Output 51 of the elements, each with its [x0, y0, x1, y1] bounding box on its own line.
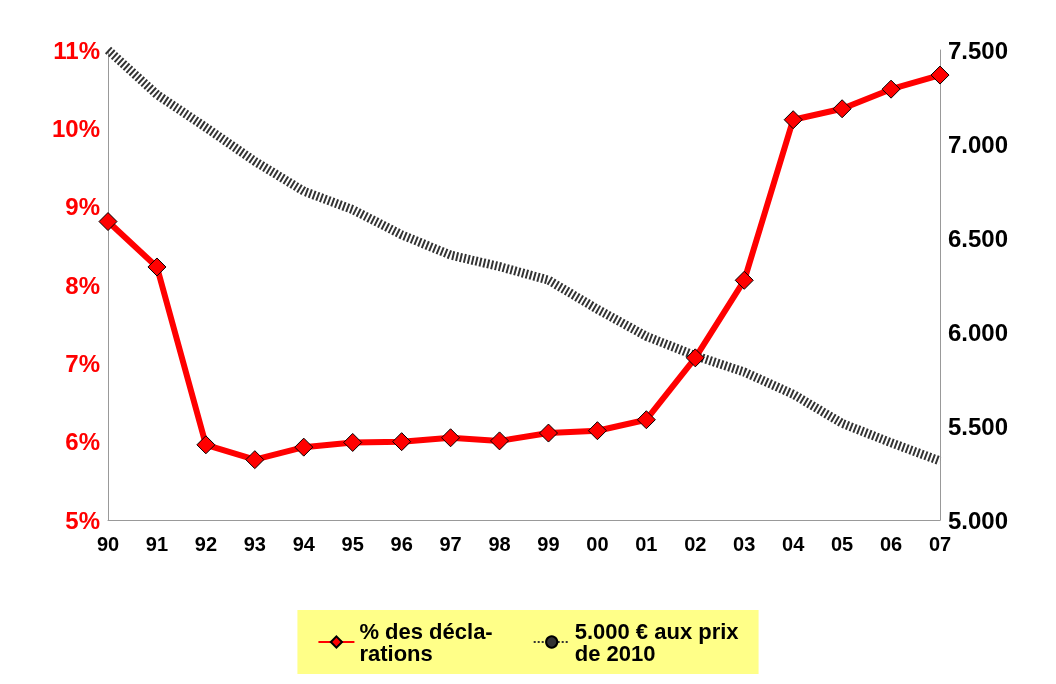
point — [294, 437, 314, 457]
legend-label: % des décla- rations — [359, 618, 493, 666]
point — [734, 270, 754, 290]
x-tick-label: 02 — [684, 533, 707, 555]
y-tick-label: 9% — [65, 193, 100, 221]
legend-label: 5.000 € aux prix de 2010 — [574, 618, 740, 666]
y-tick-label: 6% — [65, 428, 100, 456]
x-tick-label: 90 — [96, 533, 120, 555]
x-tick-label: 98 — [488, 533, 511, 555]
point — [147, 257, 167, 277]
x-tick-label: 96 — [390, 533, 413, 555]
x-tick-label: 04 — [782, 533, 806, 555]
point — [441, 428, 461, 448]
y2-tick-label: 5.500 — [948, 412, 1009, 440]
point — [490, 431, 510, 451]
y2-tick-label: 7.000 — [948, 130, 1009, 158]
y-tick-label: 10% — [51, 114, 100, 142]
y-tick-label: 5% — [65, 506, 100, 534]
x-tick-label: 93 — [243, 533, 266, 555]
point — [587, 421, 607, 441]
point — [832, 99, 852, 119]
point — [343, 432, 363, 452]
point — [98, 212, 118, 232]
x-tick-label: 00 — [586, 533, 609, 555]
x-tick-label: 97 — [439, 533, 462, 555]
point — [783, 110, 803, 130]
point — [245, 450, 265, 470]
point — [196, 435, 216, 455]
x-tick-label: 99 — [537, 533, 560, 555]
y2-tick-label: 5.000 — [948, 506, 1009, 534]
y-tick-label: 11% — [53, 36, 100, 64]
x-tick-label: 92 — [194, 533, 218, 555]
point — [930, 65, 950, 85]
y2-tick-label: 6.500 — [948, 224, 1009, 252]
x-tick-label: 01 — [635, 533, 658, 555]
x-tick-label: 03 — [733, 533, 756, 555]
y2-tick-label: 7.500 — [948, 36, 1009, 64]
y2-tick-label: 6.000 — [948, 318, 1009, 346]
point — [685, 348, 705, 368]
point — [392, 432, 412, 452]
y-tick-label: 7% — [65, 349, 100, 377]
x-tick-label: 91 — [145, 533, 169, 555]
point — [881, 79, 901, 99]
x-tick-label: 07 — [928, 533, 952, 555]
point — [538, 423, 558, 443]
x-tick-label: 94 — [292, 533, 316, 555]
x-tick-label: 05 — [830, 533, 854, 555]
y-tick-label: 8% — [65, 271, 100, 299]
point — [636, 410, 656, 430]
x-tick-label: 95 — [341, 533, 364, 555]
x-tick-label: 06 — [879, 533, 903, 555]
